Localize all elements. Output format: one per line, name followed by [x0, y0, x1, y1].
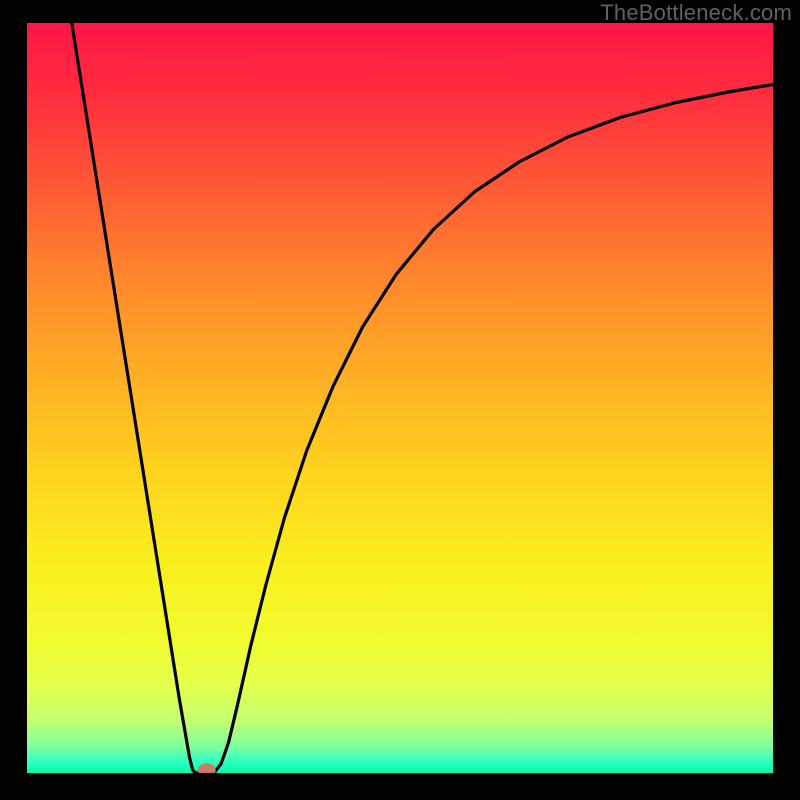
watermark-text: TheBottleneck.com	[600, 0, 792, 26]
chart-svg	[27, 23, 773, 773]
plot-area	[27, 23, 773, 773]
gradient-background	[27, 23, 773, 773]
chart-container: TheBottleneck.com	[0, 0, 800, 800]
